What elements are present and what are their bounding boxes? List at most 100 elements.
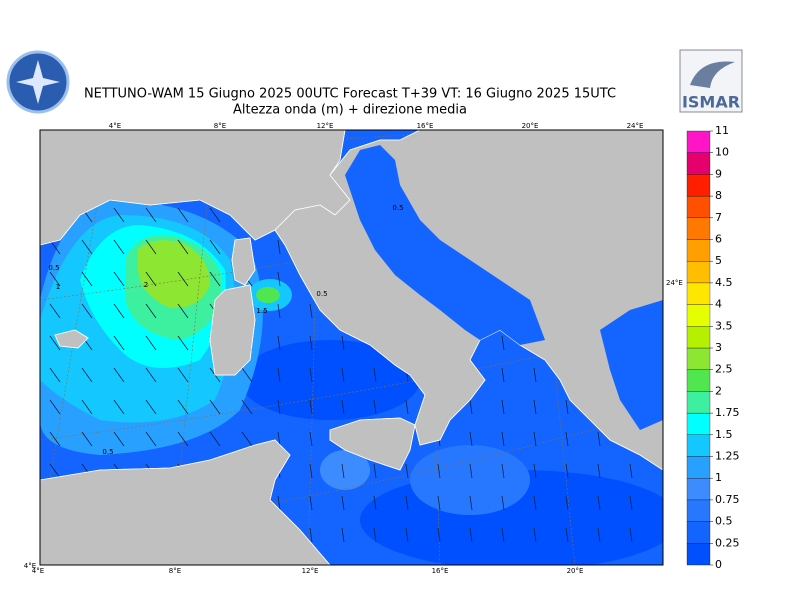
colorbar-box [686,391,711,414]
direction-arrow [501,495,505,511]
lon-label: 24°E [666,279,683,287]
sea [600,300,663,430]
direction-arrow [309,527,313,543]
direction-arrow [145,335,157,351]
colorbar-box [686,195,711,218]
direction-arrow [533,463,537,479]
colorbar-box [686,434,711,457]
direction-arrow [49,335,61,351]
sea-mid [410,445,530,515]
direction-arrow [469,527,473,543]
direction-arrow [241,367,253,383]
direction-arrow [277,239,281,255]
direction-arrow [373,399,377,415]
land [329,417,416,471]
colorbar-box [686,174,711,197]
direction-arrow [177,303,189,319]
colorbar-label: 6 [715,233,722,246]
direction-arrow [209,431,221,447]
direction-arrow [341,399,345,415]
direction-arrow [373,367,377,383]
colorbar-box [686,456,711,479]
colorbar-label: 3 [715,341,722,354]
contour-label: 1.5 [256,307,267,315]
direction-arrow [469,495,473,511]
subtitle: Altezza onda (m) + direzione media [233,103,467,118]
direction-arrow [209,239,221,255]
land [209,284,256,376]
logo-text: ISMAR [682,93,740,112]
lon-label: 20°E [522,122,539,130]
direction-arrow [501,527,505,543]
direction-arrow [177,207,189,223]
direction-arrow [309,431,313,447]
direction-arrow [373,463,377,479]
lon-label: 4°E [32,567,44,575]
direction-arrow [565,527,569,543]
direction-arrow [437,527,441,543]
direction-arrow [81,239,93,255]
colorbar-label: 2 [715,384,722,397]
direction-arrow [341,495,345,511]
direction-arrow [501,431,505,447]
direction-arrow [81,399,93,415]
contour-label: 2 [144,281,148,289]
direction-arrow [629,527,633,543]
direction-arrow [501,463,505,479]
colorbar-box [686,369,711,392]
direction-arrow [629,495,633,511]
direction-arrow [113,207,125,223]
direction-arrow [145,271,157,287]
direction-arrow [309,367,313,383]
colorbar-box [686,347,711,370]
graticule [40,329,663,441]
direction-arrow [177,399,189,415]
direction-arrow [373,495,377,511]
left-logo-star [16,60,60,104]
colorbar-label: 1 [715,471,722,484]
colorbar-label: 0.75 [715,493,740,506]
wave-field [256,287,280,303]
direction-arrow [49,367,61,383]
direction-arrow [81,367,93,383]
direction-arrow [177,367,189,383]
colorbar-label: 8 [715,189,722,202]
direction-arrow [177,239,189,255]
colorbar-label: 0.5 [715,515,733,528]
colorbar-box [686,282,711,305]
colorbar-label: 4 [715,298,722,311]
direction-arrow [597,431,601,447]
colorbar-label: 7 [715,211,722,224]
direction-arrow [277,399,281,415]
direction-arrow [113,239,125,255]
direction-arrow [341,463,345,479]
direction-arrow [309,495,313,511]
wave-field [138,240,210,309]
direction-arrow [145,303,157,319]
direction-arrow [145,239,157,255]
lon-label: 8°E [169,567,181,575]
direction-arrow [533,367,537,383]
direction-arrow [81,431,93,447]
colorbar-label: 5 [715,254,722,267]
contour-label: 1 [56,283,60,291]
land [54,329,89,349]
direction-arrow [405,495,409,511]
contour-label: 0.5 [316,290,327,298]
lon-label: 4°E [109,122,121,130]
direction-arrow [501,335,505,351]
colorbar-label: 11 [715,124,729,137]
direction-arrow [277,431,281,447]
colorbar-box [686,326,711,349]
direction-arrow [145,367,157,383]
direction-arrow [113,335,125,351]
lon-label: 24°E [627,122,644,130]
direction-arrow [373,527,377,543]
direction-arrow [49,303,61,319]
contour-label: 0.5 [392,204,403,212]
direction-arrow [309,335,313,351]
colorbar-box [686,543,711,566]
direction-arrow [277,271,281,287]
